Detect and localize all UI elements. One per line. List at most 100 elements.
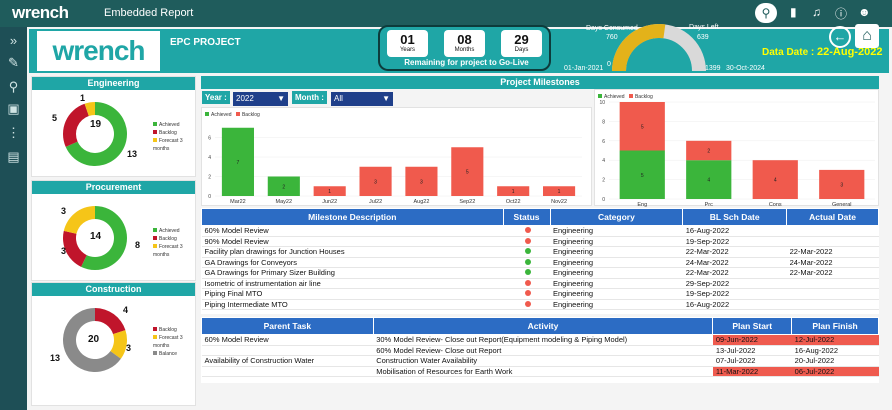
- actual-date-cell: [786, 288, 879, 300]
- bl-date-cell: 19-Sep-2022: [682, 236, 787, 247]
- status-dot-icon: [525, 300, 532, 307]
- signal-icon[interactable]: ▮: [790, 5, 797, 19]
- status-cell: [503, 278, 550, 289]
- y-tick-label: 6: [208, 136, 211, 142]
- category-cell: Engineering: [550, 267, 683, 279]
- category-cell: Engineering: [550, 278, 683, 289]
- days-consumed-label: Days Consumed: [586, 25, 638, 32]
- bar-backlog: [819, 169, 865, 199]
- chart-icon[interactable]: ▤: [7, 149, 20, 164]
- engineering-legend: Achieved Backlog Forecast 3 months: [153, 122, 183, 152]
- year-select[interactable]: 2022 ▼: [233, 92, 288, 106]
- bl-date-cell: 16-Aug-2022: [682, 299, 787, 310]
- y-tick-label: 4: [602, 158, 605, 164]
- col-plan-finish[interactable]: Plan Finish: [791, 317, 879, 335]
- construction-title: Construction: [32, 283, 195, 296]
- table-row[interactable]: GA Drawings for Conveyors Engineering 24-M…: [201, 257, 879, 268]
- donut-slice: [62, 308, 121, 372]
- home-button[interactable]: ⌂: [855, 24, 879, 48]
- bar-achieved: [686, 160, 732, 199]
- status-cell: [503, 225, 550, 237]
- col-milestone-description[interactable]: Milestone Description: [201, 208, 504, 226]
- category-cell: Engineering: [550, 246, 683, 258]
- table-row[interactable]: Availability of Construction Water Constr…: [201, 355, 879, 367]
- x-tick-label: Jul22: [369, 199, 382, 205]
- apps-icon[interactable]: ⋮: [7, 125, 20, 140]
- plan-finish-cell: 20-Jul-2022: [791, 355, 879, 367]
- status-dot-icon: [525, 248, 532, 255]
- engineering-title: Engineering: [32, 77, 195, 90]
- task-table-wrap[interactable]: Parent Task Activity Plan Start Plan Fin…: [201, 317, 879, 383]
- bar-backlog: [543, 186, 576, 196]
- table-row[interactable]: Facility plan drawings for Junction Hous…: [201, 246, 879, 258]
- x-tick-label: May22: [276, 199, 293, 205]
- project-title: EPC PROJECT: [170, 37, 241, 48]
- procurement-forecast-label: 3: [61, 206, 67, 216]
- bar-value-label: 2: [707, 149, 710, 155]
- construction-total: 20: [88, 334, 100, 345]
- x-tick-label: Eng: [637, 202, 647, 207]
- table-row[interactable]: Piping Intermediate MTO Engineering 16-Aug…: [201, 299, 879, 310]
- procurement-panel: Procurement 14 3 3 8 Achieved Backlog Fo…: [31, 180, 196, 281]
- bar-backlog: [497, 186, 530, 196]
- expand-icon[interactable]: »: [9, 33, 18, 48]
- search-icon[interactable]: ⚲: [755, 3, 777, 23]
- bl-date-cell: 24-Mar-2022: [682, 257, 787, 268]
- table-row[interactable]: 60% Model Review- Close out Report 13-Jul…: [201, 345, 879, 356]
- milestones-category-chart: Achieved Backlog 0 2 4 6 8 10 5 5 Eng 4 2 Prc 4 Cons 3…: [594, 89, 879, 207]
- back-button[interactable]: ←: [829, 26, 851, 48]
- top-bar: wrench Embedded Report ⚲ ▮ ♫ ⓘ ☻: [0, 0, 892, 27]
- y-tick-label: 2: [208, 175, 211, 181]
- table-row[interactable]: Isometric of instrumentation air line Eng…: [201, 278, 879, 289]
- y-tick-label: 4: [208, 155, 211, 161]
- col-status[interactable]: Status: [502, 208, 551, 226]
- table-row[interactable]: 60% Model Review 30% Model Review- Close …: [201, 334, 879, 346]
- col-plan-start[interactable]: Plan Start: [712, 317, 793, 335]
- table-row[interactable]: 60% Model Review Engineering 16-Aug-2022: [201, 225, 879, 237]
- plan-finish-cell: 06-Jul-2022: [791, 366, 879, 377]
- pencil-icon[interactable]: ✎: [8, 55, 19, 70]
- bar-backlog: [313, 186, 346, 196]
- col-activity[interactable]: Activity: [372, 317, 714, 335]
- x-tick-label: Mar22: [230, 199, 246, 205]
- table-row[interactable]: Mobilisation of Resources for Earth Work…: [201, 366, 879, 377]
- y-tick-label: 0: [602, 197, 605, 203]
- user-icon[interactable]: ☻: [858, 5, 871, 19]
- table-row[interactable]: GA Drawings for Primary Sizer Building En…: [201, 267, 879, 279]
- bell-icon[interactable]: ♫: [812, 5, 821, 19]
- table-row[interactable]: Piping Final MTO Engineering 19-Sep-2022: [201, 288, 879, 300]
- construction-balance-label: 13: [50, 353, 61, 363]
- month-select[interactable]: All ▼: [331, 92, 393, 106]
- bar-achieved: [267, 176, 300, 196]
- actual-date-cell: 22-Mar-2022: [786, 267, 879, 279]
- milestone-table: Milestone Description Status Category BL…: [201, 208, 879, 310]
- folder-icon[interactable]: ▣: [7, 101, 20, 116]
- engineering-donut: [63, 102, 127, 166]
- status-cell: [503, 267, 550, 279]
- table-row[interactable]: 90% Model Review Engineering 19-Sep-2022: [201, 236, 879, 247]
- milestone-table-wrap[interactable]: Milestone Description Status Category BL…: [201, 208, 879, 314]
- plan-start-cell: 13-Jul-2022: [712, 345, 792, 356]
- actual-date-cell: 22-Mar-2022: [786, 246, 879, 258]
- category-cell: Engineering: [550, 299, 683, 310]
- search-nav-icon[interactable]: ⚲: [8, 79, 19, 94]
- y-tick-label: 8: [602, 119, 605, 125]
- construction-panel: Construction 20 4 3 13 Backlog Forecast …: [31, 282, 196, 406]
- engineering-total: 19: [90, 119, 102, 130]
- info-icon[interactable]: ⓘ: [835, 7, 848, 21]
- col-category[interactable]: Category: [549, 208, 684, 226]
- donut-slice: [63, 206, 95, 234]
- milestone-desc: Isometric of instrumentation air line: [201, 278, 504, 289]
- col-actual-date[interactable]: Actual Date: [786, 208, 879, 226]
- milestone-desc: 90% Model Review: [201, 236, 504, 247]
- bar-backlog: [451, 147, 484, 196]
- col-bl-sch-date[interactable]: BL Sch Date: [682, 208, 788, 226]
- col-parent-task[interactable]: Parent Task: [201, 317, 374, 335]
- actual-date-cell: [786, 225, 879, 237]
- bar-backlog: [619, 102, 665, 151]
- engineering-panel: Engineering 19 1 5 13 Achieved Backlog F…: [31, 76, 196, 177]
- x-tick-label: Prc: [705, 202, 714, 207]
- gauge-end-date: 30-Oct-2024: [726, 65, 765, 72]
- bar-value-label: 7: [237, 160, 240, 166]
- y-tick-label: 2: [602, 178, 605, 184]
